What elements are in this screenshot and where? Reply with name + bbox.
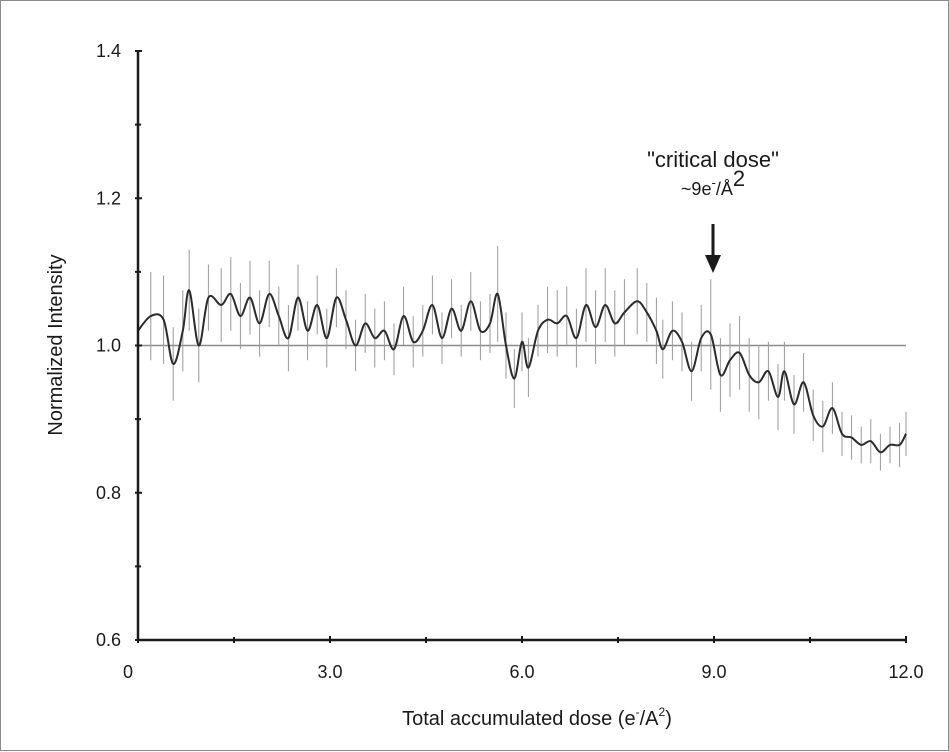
- annotation-line2: ~9e-/Å2: [681, 166, 745, 199]
- y-tick-label: 1.0: [96, 336, 121, 356]
- x-tick-label: 6.0: [509, 662, 534, 682]
- axes-layer: 0.6 0.8 1.0 1.2 1.4 0 3.0 6.0 9.0 12.0: [96, 41, 924, 682]
- x-axis-title: Total accumulated dose (e-/A2): [402, 705, 672, 730]
- y-axis-title: Normalized Intensity: [45, 254, 67, 435]
- x-tick-label: 12.0: [888, 662, 923, 682]
- y-tick-label: 1.4: [96, 41, 121, 61]
- critical-dose-annotation: "critical dose" ~9e-/Å2: [647, 147, 779, 273]
- y-tick-label: 0.6: [96, 630, 121, 650]
- series-line-layer: [137, 289, 907, 454]
- annotation-arrow-head: [705, 255, 721, 273]
- error-bars-layer: [137, 246, 907, 471]
- x-tick-label: 0: [123, 662, 133, 682]
- annotation-line1: "critical dose": [647, 147, 779, 172]
- y-tick-label: 0.8: [96, 483, 121, 503]
- series-line-1: [137, 289, 907, 454]
- x-tick-label: 9.0: [701, 662, 726, 682]
- y-tick-label: 1.2: [96, 188, 121, 208]
- x-tick-label: 3.0: [317, 662, 342, 682]
